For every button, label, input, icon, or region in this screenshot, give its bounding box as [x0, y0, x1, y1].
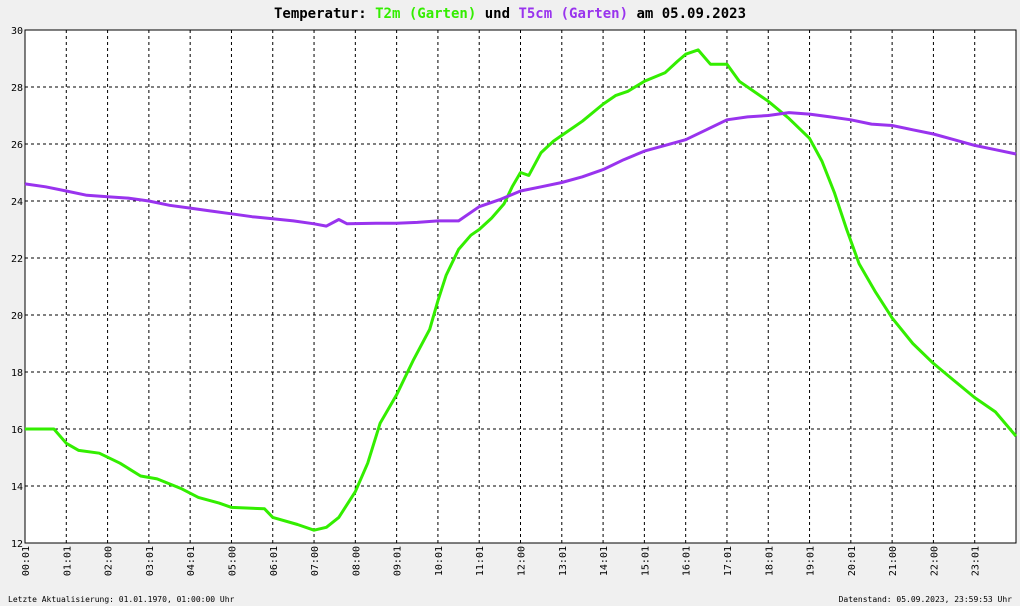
plot-area [24, 29, 1017, 544]
x-tick-label: 06:01 [269, 546, 280, 576]
x-tick-label: 04:01 [186, 546, 197, 576]
series-line-t5cm [24, 111, 1017, 228]
y-tick-label: 12 [11, 539, 23, 550]
title-part: T2m (Garten) [375, 6, 476, 22]
title-part: T5cm (Garten) [518, 6, 628, 22]
footer-data-status: Datenstand: 05.09.2023, 23:59:53 Uhr [839, 595, 1013, 604]
title-part: am 05.09.2023 [628, 6, 746, 22]
x-tick-label: 02:00 [104, 546, 115, 576]
x-tick-label: 09:01 [393, 546, 404, 576]
grid [25, 30, 1016, 543]
title-part: Temperatur: [274, 6, 375, 22]
y-tick-label: 22 [11, 254, 23, 265]
x-tick-label: 23:01 [971, 546, 982, 576]
chart-title: Temperatur: T2m (Garten) und T5cm (Garte… [274, 6, 746, 22]
x-tick-label: 05:00 [227, 546, 238, 576]
y-tick-label: 20 [11, 311, 23, 322]
x-tick-label: 12:00 [517, 546, 528, 576]
y-tick-label: 16 [11, 425, 23, 436]
x-tick-label: 18:01 [764, 546, 775, 576]
x-tick-label: 22:00 [929, 546, 940, 576]
y-tick-label: 24 [11, 197, 23, 208]
x-axis-ticks: 00:01 01:01 02:00 03:01 04:01 05:00 06:01 07:00… [21, 546, 982, 576]
x-tick-label: 01:01 [62, 546, 73, 576]
x-tick-label: 00:01 [21, 546, 32, 576]
series-line-t2m [25, 48, 1018, 532]
title-part: und [476, 6, 518, 22]
x-tick-label: 08:00 [351, 546, 362, 576]
y-tick-label: 14 [11, 482, 23, 493]
x-tick-label: 14:01 [599, 546, 610, 576]
x-tick-label: 15:01 [640, 546, 651, 576]
x-tick-label: 13:01 [558, 546, 569, 576]
x-tick-label: 10:01 [434, 546, 445, 576]
x-tick-label: 11:01 [475, 546, 486, 576]
x-tick-label: 21:00 [888, 546, 899, 576]
x-tick-label: 19:01 [806, 546, 817, 576]
y-tick-label: 18 [11, 368, 23, 379]
x-tick-label: 20:01 [847, 546, 858, 576]
footer-last-update: Letzte Aktualisierung: 01.01.1970, 01:00… [8, 595, 235, 604]
y-axis-ticks: 12 14 16 18 20 22 24 26 28 30 [11, 26, 23, 550]
x-tick-label: 07:00 [310, 546, 321, 576]
x-tick-label: 17:01 [723, 546, 734, 576]
y-tick-label: 30 [11, 26, 23, 37]
y-tick-label: 28 [11, 83, 23, 94]
x-tick-label: 03:01 [145, 546, 156, 576]
y-tick-label: 26 [11, 140, 23, 151]
x-tick-label: 16:01 [682, 546, 693, 576]
series-lines [24, 48, 1018, 532]
